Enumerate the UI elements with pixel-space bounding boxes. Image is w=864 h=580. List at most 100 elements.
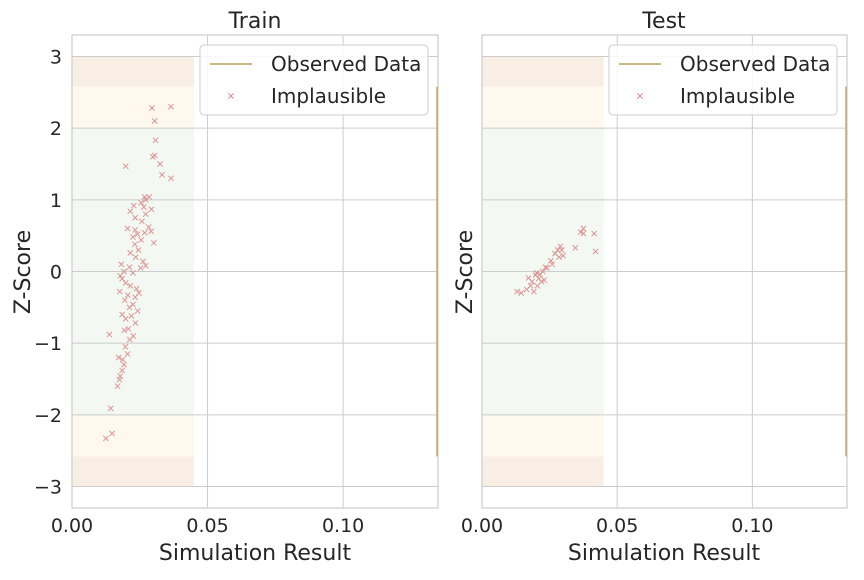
data-point [119, 275, 126, 282]
data-point [168, 175, 174, 182]
data-point [141, 229, 148, 236]
data-point [130, 234, 136, 241]
data-point [130, 333, 137, 339]
data-point [115, 354, 122, 361]
data-point [117, 373, 124, 380]
x-tick-label: 0.05 [596, 515, 638, 537]
x-axis-label: Simulation Result [568, 541, 761, 566]
data-point [560, 252, 567, 259]
legend-marker-swatch [637, 93, 643, 99]
data-point [124, 225, 131, 232]
panel-test: Test Simulation Result Z-Score 0.00 0.05 0… [453, 9, 848, 566]
data-point [543, 264, 550, 271]
data-point [122, 280, 129, 286]
axes-frame [481, 34, 848, 509]
y-axis-label: Z-Score [11, 230, 36, 314]
data-point [134, 231, 141, 238]
y-tick-label: 2 [50, 118, 62, 140]
data-point [133, 285, 140, 292]
data-point [130, 301, 136, 308]
data-point [137, 264, 144, 271]
x-tick-label: 0.05 [186, 515, 228, 537]
data-point [109, 430, 116, 437]
data-point [592, 248, 599, 255]
x-tick-label: 0.00 [51, 515, 93, 537]
confidence-band [482, 56, 604, 87]
data-point [527, 282, 534, 289]
x-tick-label: 0.10 [322, 515, 364, 537]
data-point [132, 254, 139, 261]
panel-train: Train Simulation Result Z-Score 0.00 0.05… [11, 9, 439, 566]
axes-frame [71, 34, 439, 509]
data-point [134, 307, 141, 314]
data-point [131, 241, 138, 248]
data-point [119, 311, 126, 318]
confidence-band [482, 86, 604, 129]
data-point [121, 297, 128, 304]
x-axis-label: Simulation Result [159, 541, 352, 566]
data-point [138, 199, 145, 206]
data-point [580, 225, 587, 232]
data-point [127, 282, 134, 289]
data-point [102, 435, 109, 442]
y-tick-label: −1 [34, 333, 62, 355]
data-point [122, 315, 129, 322]
data-point [132, 226, 139, 233]
x-tick-label: 0.10 [731, 515, 773, 537]
legend-label: Observed Data [271, 52, 421, 76]
data-point [556, 254, 563, 261]
data-point [116, 288, 123, 295]
data-point [159, 171, 165, 178]
data-point [146, 194, 153, 200]
data-point [121, 327, 128, 334]
confidence-band [72, 86, 194, 129]
confidence-band [72, 414, 194, 457]
data-point [149, 105, 155, 112]
data-point [106, 331, 113, 338]
data-point [122, 163, 129, 170]
data-point [132, 214, 139, 221]
data-point [547, 257, 554, 264]
confidence-band [72, 56, 194, 87]
data-point [127, 249, 134, 256]
data-point [557, 243, 564, 250]
y-tick-label: −3 [34, 477, 62, 499]
data-point [151, 152, 158, 159]
data-point [580, 230, 587, 237]
panel-title: Train [228, 9, 282, 34]
data-point [140, 258, 146, 265]
data-point [138, 218, 145, 225]
data-point [126, 264, 133, 271]
data-point [121, 361, 128, 368]
legend-label: Implausible [271, 84, 386, 108]
data-point [533, 269, 540, 276]
data-point [119, 367, 126, 374]
y-tick-label: 0 [50, 262, 62, 284]
data-point [107, 405, 114, 412]
data-point [124, 292, 131, 299]
data-point [124, 350, 131, 357]
y-tick-label: −2 [34, 405, 62, 427]
data-point [541, 277, 548, 284]
confidence-band [482, 414, 604, 457]
data-point [168, 103, 174, 110]
data-point [135, 247, 142, 253]
y-tick-label: 1 [50, 190, 62, 212]
data-point [148, 206, 155, 213]
data-point [518, 290, 525, 296]
data-point [121, 268, 128, 275]
data-point [142, 211, 149, 218]
data-point [150, 239, 157, 246]
x-tick-label: 0.00 [461, 515, 503, 537]
data-point [118, 261, 125, 268]
data-point [152, 137, 159, 144]
data-point [130, 202, 137, 209]
legend-box [199, 44, 429, 116]
y-tick-label: 3 [50, 47, 62, 69]
legend-box [608, 44, 838, 116]
data-point [122, 343, 129, 350]
data-point [529, 278, 535, 285]
data-point [127, 208, 134, 215]
y-axis-label: Z-Score [453, 230, 478, 314]
